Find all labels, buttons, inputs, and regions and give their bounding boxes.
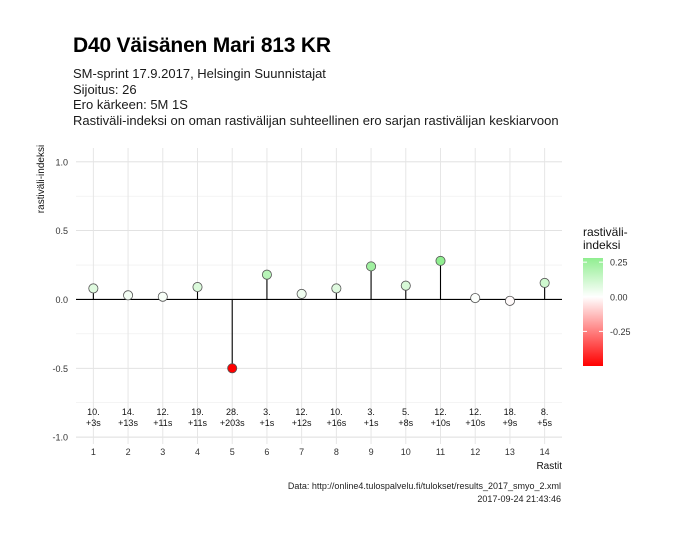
point-label-rank: 12. xyxy=(434,407,447,417)
subtitle-description: Rastiväli-indeksi on oman rastivälijan s… xyxy=(73,113,559,128)
point-label-diff: +10s xyxy=(431,418,451,428)
x-tick-label: 2 xyxy=(126,447,131,457)
data-source-caption: Data: http://online4.tulospalvelu.fi/tul… xyxy=(287,481,561,491)
color-legend: rastiväli-indeksi 0.25 0.00 -0.25 xyxy=(583,225,631,366)
point-label-rank: 12. xyxy=(469,407,482,417)
subtitle-race: SM-sprint 17.9.2017, Helsingin Suunnista… xyxy=(73,66,326,81)
point-label-rank: 28. xyxy=(226,407,239,417)
x-axis-title: Rastit xyxy=(536,461,562,472)
legend-colorbar xyxy=(583,258,603,366)
point-label-diff: +11s xyxy=(188,418,208,428)
point-4 xyxy=(192,282,203,293)
subtitle-placement: Sijoitus: 26 xyxy=(73,82,137,97)
point-label-diff: +10s xyxy=(465,418,485,428)
point-label-rank: 12. xyxy=(295,407,308,417)
subtitle-gap: Ero kärkeen: 5M 1S xyxy=(73,97,188,112)
point-label-rank: 14. xyxy=(122,407,135,417)
point-label-diff: +3s xyxy=(86,418,101,428)
x-tick-label: 11 xyxy=(436,447,445,457)
x-tick-label: 9 xyxy=(369,447,374,457)
point-label-diff: +1s xyxy=(260,418,275,428)
point-label-rank: 10. xyxy=(330,407,343,417)
point-label-diff: +16s xyxy=(326,418,346,428)
x-tick-label: 3 xyxy=(160,447,165,457)
y-tick-label: -0.5 xyxy=(52,364,68,374)
point-8 xyxy=(331,283,342,294)
point-10 xyxy=(400,280,411,291)
axes: -1.0-0.50.00.51.01 2 3 4 5 6 7 8 9 10 11 12 13 14Rast… xyxy=(36,145,562,472)
point-label-rank: 18. xyxy=(504,407,517,417)
point-label-diff: +11s xyxy=(153,418,173,428)
y-tick-label: -1.0 xyxy=(52,433,68,443)
x-tick-label: 6 xyxy=(264,447,269,457)
point-6 xyxy=(261,269,272,280)
point-12 xyxy=(470,293,481,304)
y-axis-title: rastiväli-indeksi xyxy=(36,145,47,213)
x-tick-label: 5 xyxy=(230,447,235,457)
point-1 xyxy=(88,283,99,294)
y-tick-label: 0.0 xyxy=(55,295,68,305)
x-tick-label: 14 xyxy=(540,447,550,457)
grid-lines xyxy=(76,148,562,444)
x-tick-label: 7 xyxy=(299,447,304,457)
x-tick-label: 12 xyxy=(470,447,480,457)
point-label-diff: +8s xyxy=(398,418,413,428)
point-label-rank: 3. xyxy=(263,407,271,417)
legend-title: indeksi xyxy=(583,238,620,252)
y-tick-label: 1.0 xyxy=(55,157,68,167)
chart-title: D40 Väisänen Mari 813 KR xyxy=(73,34,331,57)
x-tick-label: 10 xyxy=(401,447,411,457)
point-3 xyxy=(157,291,168,302)
x-tick-label: 13 xyxy=(505,447,515,457)
timestamp-caption: 2017-09-24 21:43:46 xyxy=(477,494,561,504)
point-label-diff: +9s xyxy=(503,418,518,428)
point-label-rank: 10. xyxy=(87,407,100,417)
point-label-rank: 19. xyxy=(191,407,204,417)
y-tick-label: 0.5 xyxy=(55,226,68,236)
point-14 xyxy=(539,277,550,288)
point-label-diff: +12s xyxy=(292,418,312,428)
legend-tick-label: 0.25 xyxy=(610,258,628,268)
point-9 xyxy=(366,261,377,272)
point-11 xyxy=(435,255,446,266)
point-label-rank: 12. xyxy=(157,407,170,417)
point-label-diff: +5s xyxy=(537,418,552,428)
point-label-rank: 8. xyxy=(541,407,549,417)
point-2 xyxy=(123,290,134,301)
point-label-diff: +1s xyxy=(364,418,379,428)
point-5 xyxy=(227,363,238,374)
point-13 xyxy=(504,295,515,306)
x-tick-label: 8 xyxy=(334,447,339,457)
point-label-rank: 5. xyxy=(402,407,410,417)
point-label-diff: +13s xyxy=(118,418,138,428)
data-marks: 10.+3s14.+13s12.+11s19.+11s28.+203s3.+1s… xyxy=(86,255,553,428)
point-label-rank: 3. xyxy=(367,407,375,417)
legend-tick-label: -0.25 xyxy=(610,327,631,337)
legend-tick-label: 0.00 xyxy=(610,292,628,302)
point-7 xyxy=(296,288,307,299)
legend-title: rastiväli- xyxy=(583,225,628,239)
x-tick-label: 4 xyxy=(195,447,200,457)
point-label-diff: +203s xyxy=(220,418,245,428)
x-tick-label: 1 xyxy=(91,447,96,457)
